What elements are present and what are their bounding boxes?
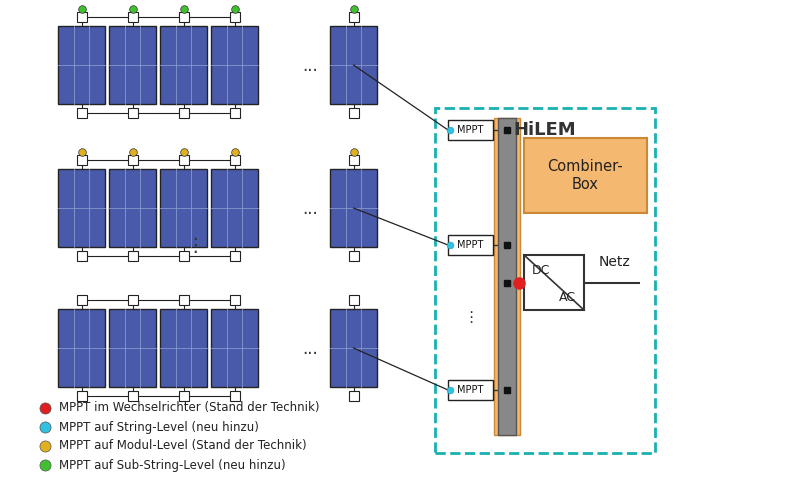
Text: ...: ... bbox=[302, 57, 318, 75]
Bar bbox=[109, 309, 156, 387]
Bar bbox=[524, 255, 584, 310]
Bar bbox=[178, 12, 189, 22]
Bar bbox=[58, 26, 105, 104]
Bar bbox=[524, 138, 647, 213]
Bar bbox=[77, 391, 86, 401]
Bar bbox=[211, 26, 258, 104]
Bar bbox=[178, 391, 189, 401]
Text: MPPT auf Modul-Level (Stand der Technik): MPPT auf Modul-Level (Stand der Technik) bbox=[59, 439, 306, 453]
Bar bbox=[330, 26, 377, 104]
Bar bbox=[211, 309, 258, 387]
Text: MPPT im Wechselrichter (Stand der Technik): MPPT im Wechselrichter (Stand der Techni… bbox=[59, 402, 319, 414]
Bar bbox=[160, 26, 207, 104]
Bar bbox=[448, 235, 493, 255]
Bar bbox=[160, 169, 207, 247]
Bar bbox=[230, 108, 239, 118]
Bar bbox=[498, 118, 516, 435]
Bar bbox=[127, 251, 138, 261]
Text: ...: ... bbox=[302, 200, 318, 218]
Bar bbox=[211, 169, 258, 247]
Bar bbox=[230, 12, 239, 22]
Bar bbox=[178, 295, 189, 305]
Bar bbox=[127, 12, 138, 22]
Bar bbox=[109, 26, 156, 104]
Bar bbox=[349, 12, 358, 22]
Bar bbox=[77, 155, 86, 165]
Bar bbox=[58, 169, 105, 247]
Bar bbox=[230, 391, 239, 401]
Bar bbox=[77, 295, 86, 305]
Bar bbox=[58, 309, 105, 387]
Bar bbox=[349, 251, 358, 261]
Bar bbox=[494, 118, 520, 435]
Text: MPPT: MPPT bbox=[458, 125, 484, 135]
Bar bbox=[160, 309, 207, 387]
Text: MPPT auf String-Level (neu hinzu): MPPT auf String-Level (neu hinzu) bbox=[59, 420, 259, 434]
Text: MPPT auf Sub-String-Level (neu hinzu): MPPT auf Sub-String-Level (neu hinzu) bbox=[59, 459, 286, 471]
Bar bbox=[77, 108, 86, 118]
Bar bbox=[77, 12, 86, 22]
Bar bbox=[330, 169, 377, 247]
Bar bbox=[349, 155, 358, 165]
Bar bbox=[77, 251, 86, 261]
Bar bbox=[127, 108, 138, 118]
Text: ...: ... bbox=[302, 340, 318, 358]
Text: Netz: Netz bbox=[598, 255, 630, 270]
Bar bbox=[127, 155, 138, 165]
Bar bbox=[230, 251, 239, 261]
Bar bbox=[127, 391, 138, 401]
Bar bbox=[349, 391, 358, 401]
Bar bbox=[127, 295, 138, 305]
Text: MPPT: MPPT bbox=[458, 385, 484, 395]
Text: Combiner-
Box: Combiner- Box bbox=[548, 159, 623, 191]
Text: MPPT: MPPT bbox=[458, 240, 484, 250]
Text: HiLEM: HiLEM bbox=[514, 121, 576, 139]
Bar bbox=[448, 120, 493, 140]
Text: ⋮: ⋮ bbox=[186, 236, 205, 254]
Bar bbox=[349, 108, 358, 118]
Bar bbox=[448, 380, 493, 400]
Bar bbox=[330, 309, 377, 387]
Bar bbox=[349, 295, 358, 305]
Bar bbox=[178, 155, 189, 165]
Text: AC: AC bbox=[558, 291, 576, 304]
Bar bbox=[230, 295, 239, 305]
Bar bbox=[178, 108, 189, 118]
Bar bbox=[435, 108, 655, 453]
Text: ⋮: ⋮ bbox=[463, 310, 478, 325]
Bar bbox=[178, 251, 189, 261]
Bar bbox=[230, 155, 239, 165]
Text: DC: DC bbox=[532, 264, 550, 277]
Bar bbox=[109, 169, 156, 247]
